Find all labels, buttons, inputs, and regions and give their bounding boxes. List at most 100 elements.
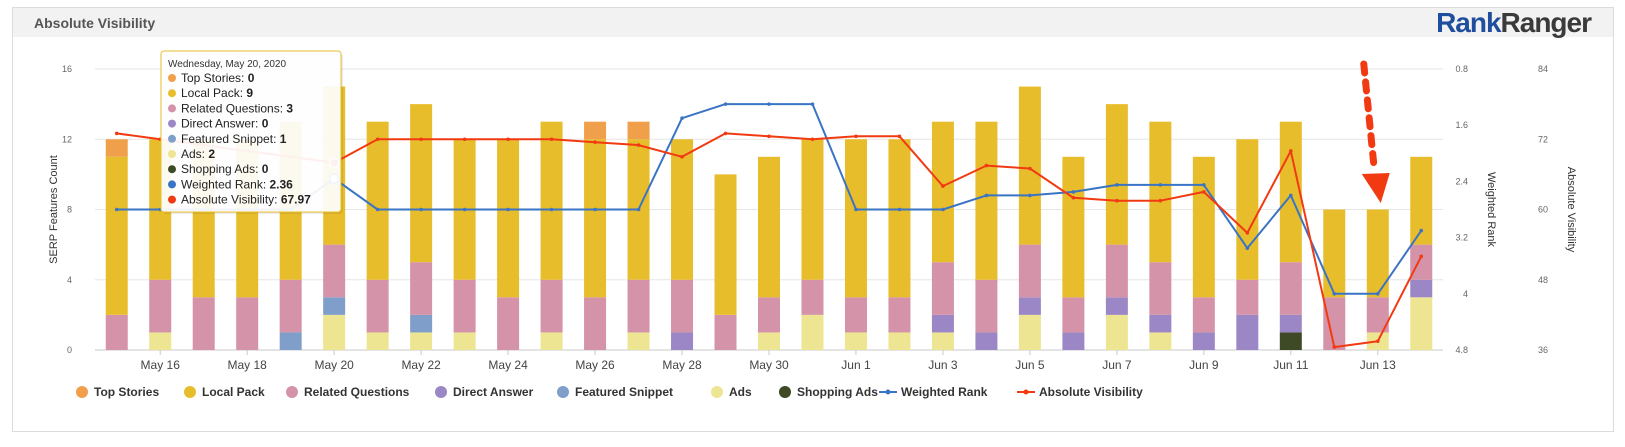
series-point-absolute-visibility bbox=[419, 137, 423, 142]
series-point-absolute-visibility bbox=[114, 131, 119, 136]
bar-related-questions bbox=[497, 297, 520, 350]
x-tick-label: Jun 7 bbox=[1102, 358, 1132, 372]
x-tick-label: May 22 bbox=[401, 358, 441, 372]
bar-related-questions bbox=[366, 279, 389, 333]
bar-local-pack bbox=[497, 139, 520, 298]
tooltip-dot bbox=[168, 89, 176, 98]
x-tick-label: May 24 bbox=[488, 358, 528, 372]
legend-marker bbox=[885, 389, 891, 395]
tooltip-row: Local Pack: 9 bbox=[181, 86, 253, 100]
x-tick-label: May 26 bbox=[575, 358, 615, 372]
tooltip-row: Ads: 2 bbox=[181, 147, 215, 161]
bar-local-pack bbox=[1149, 121, 1172, 263]
bar-related-questions bbox=[279, 279, 302, 333]
page-title: Absolute Visibility bbox=[34, 15, 156, 31]
tooltip-date: Wednesday, May 20, 2020 bbox=[168, 59, 286, 70]
bar-ads bbox=[758, 332, 780, 350]
x-tick-label: May 28 bbox=[662, 358, 702, 372]
x-tick-label: Jun 3 bbox=[928, 358, 958, 372]
bar-ads bbox=[366, 332, 389, 350]
legend-item-shopping-ads[interactable]: Shopping Ads bbox=[797, 385, 878, 399]
legend-item-local-pack[interactable]: Local Pack bbox=[202, 385, 265, 399]
bar-direct-answer bbox=[1149, 314, 1172, 333]
y-tick-left: 12 bbox=[62, 134, 72, 144]
bar-featured-snippet bbox=[410, 314, 433, 333]
series-point-absolute-visibility bbox=[767, 134, 771, 139]
y-tick-visibility: 72 bbox=[1538, 134, 1548, 144]
y-tick-visibility: 84 bbox=[1538, 64, 1548, 74]
bar-related-questions bbox=[758, 297, 780, 333]
bar-ads bbox=[1149, 332, 1172, 350]
tooltip-dot bbox=[168, 119, 176, 128]
bar-related-questions bbox=[714, 314, 737, 350]
legend-marker bbox=[779, 386, 791, 398]
series-point-weighted-rank bbox=[419, 207, 423, 212]
series-point-absolute-visibility bbox=[984, 163, 989, 168]
bar-local-pack bbox=[975, 121, 998, 280]
legend-item-direct-answer[interactable]: Direct Answer bbox=[453, 385, 534, 399]
legend-item-featured-snippet[interactable]: Featured Snippet bbox=[575, 385, 673, 399]
series-point-weighted-rank bbox=[1289, 193, 1293, 198]
series-point-absolute-visibility bbox=[1332, 345, 1337, 349]
y-tick-visibility: 48 bbox=[1538, 275, 1548, 285]
series-point-absolute-visibility bbox=[854, 134, 858, 139]
series-point-weighted-rank bbox=[1202, 183, 1206, 187]
bar-shopping-ads bbox=[1279, 332, 1302, 350]
x-tick-label: Jun 13 bbox=[1360, 358, 1396, 372]
bar-direct-answer bbox=[931, 314, 954, 333]
tooltip-row: Top Stories: 0 bbox=[181, 71, 255, 85]
bar-local-pack bbox=[1366, 209, 1389, 298]
annotation-arrow-shaft bbox=[1360, 60, 1378, 168]
tooltip-dot bbox=[168, 74, 176, 82]
bar-local-pack bbox=[671, 139, 694, 280]
bar-related-questions bbox=[1236, 279, 1259, 315]
series-point-weighted-rank bbox=[114, 207, 119, 212]
bar-related-questions bbox=[236, 297, 259, 350]
y-tick-rank: 1.6 bbox=[1455, 120, 1468, 130]
legend-marker bbox=[711, 386, 723, 398]
bar-related-questions bbox=[801, 279, 824, 315]
legend-item-absolute-visibility[interactable]: Absolute Visibility bbox=[1039, 385, 1143, 399]
legend-item-top-stories[interactable]: Top Stories bbox=[94, 385, 159, 399]
bar-ads bbox=[149, 332, 172, 350]
legend-item-related-questions[interactable]: Related Questions bbox=[304, 385, 410, 399]
bar-local-pack bbox=[1062, 156, 1085, 298]
series-point-absolute-visibility bbox=[680, 155, 684, 159]
x-tick-label: Jun 5 bbox=[1015, 358, 1045, 372]
tooltip-row: Direct Answer: 0 bbox=[181, 117, 269, 131]
y-axis-title-visibility: Absolute Visibility bbox=[1565, 167, 1577, 253]
bar-ads bbox=[410, 332, 433, 350]
tooltip-row: Shopping Ads: 0 bbox=[181, 162, 269, 176]
y-tick-visibility: 60 bbox=[1538, 205, 1548, 215]
bar-top-stories bbox=[584, 121, 607, 140]
legend-item-ads[interactable]: Ads bbox=[729, 385, 752, 399]
series-point-weighted-rank bbox=[636, 207, 641, 212]
bar-related-questions bbox=[931, 262, 954, 315]
bar-local-pack bbox=[801, 139, 824, 280]
y-tick-rank: 0.8 bbox=[1455, 64, 1468, 74]
bar-related-questions bbox=[888, 297, 911, 333]
tooltip-dot bbox=[168, 165, 176, 174]
bar-ads bbox=[1018, 314, 1041, 350]
series-point-absolute-visibility bbox=[1115, 198, 1119, 203]
bar-local-pack bbox=[1105, 104, 1128, 245]
series-point-absolute-visibility bbox=[1202, 190, 1206, 194]
legend-item-weighted-rank[interactable]: Weighted Rank bbox=[901, 385, 988, 399]
bar-local-pack bbox=[1018, 86, 1041, 245]
bar-local-pack bbox=[1410, 156, 1433, 245]
series-point-absolute-visibility bbox=[723, 131, 728, 136]
bar-local-pack bbox=[1236, 139, 1259, 280]
series-point-absolute-visibility bbox=[506, 137, 510, 142]
y-tick-rank: 4.8 bbox=[1455, 345, 1468, 355]
bar-local-pack bbox=[931, 121, 954, 263]
tooltip-row: Related Questions: 3 bbox=[181, 101, 293, 115]
bar-related-questions bbox=[1410, 244, 1433, 280]
bar-related-questions bbox=[1366, 297, 1389, 333]
x-tick-label: Jun 11 bbox=[1273, 358, 1308, 372]
series-point-weighted-rank bbox=[897, 207, 902, 212]
legend-marker bbox=[557, 386, 569, 398]
bar-related-questions bbox=[1018, 244, 1041, 298]
tooltip-dot bbox=[168, 150, 176, 158]
series-point-weighted-rank bbox=[941, 207, 945, 212]
legend-marker bbox=[435, 386, 447, 398]
